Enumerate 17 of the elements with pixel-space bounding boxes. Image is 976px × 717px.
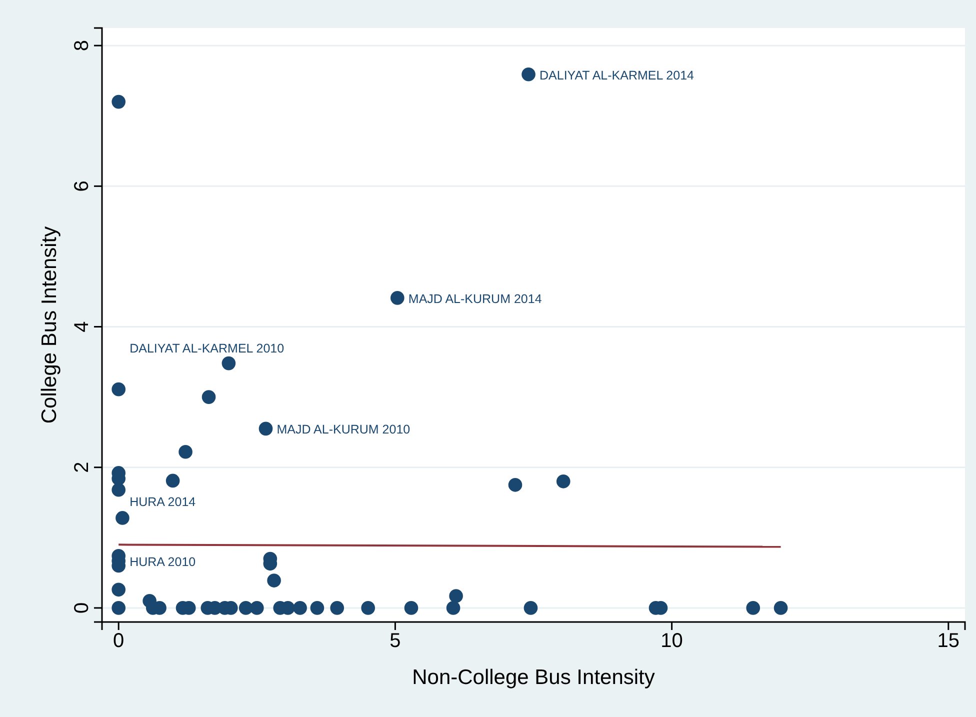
y-tick-label: 6 [71,180,93,192]
annotation: DALIYAT AL-KARMEL 2010 [130,341,284,356]
x-tick-label: 15 [937,630,960,652]
annotation: MAJD AL-KURUM 2014 [408,292,542,306]
y-tick-label: 8 [71,40,93,52]
y-tick-label: 2 [71,462,93,473]
annotation: MAJD AL-KURUM 2010 [276,422,410,437]
y-axis-title: College Bus Intensity [38,226,61,424]
y-tick-label: 4 [71,321,93,332]
annotation: HURA 2010 [130,554,196,569]
annotation: DALIYAT AL-KARMEL 2014 [540,68,694,82]
x-tick-label: 0 [113,630,124,652]
annotation: HURA 2014 [130,494,196,509]
x-tick-label: 10 [660,630,683,652]
y-tick-label: 0 [71,602,93,614]
x-tick-label: 5 [390,630,401,652]
x-axis-title: Non-College Bus Intensity [412,666,656,689]
